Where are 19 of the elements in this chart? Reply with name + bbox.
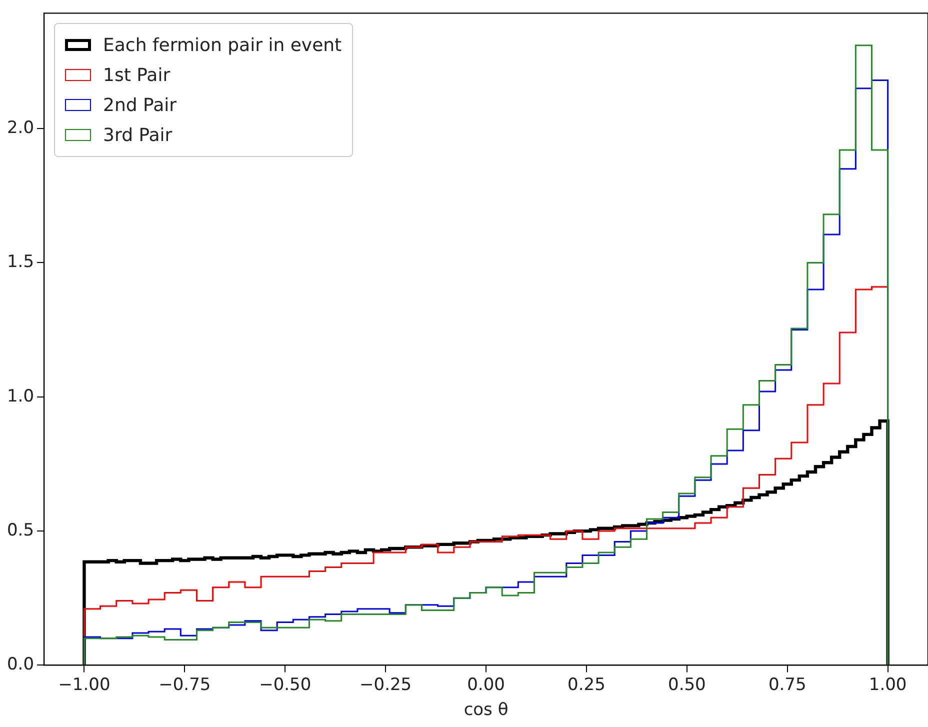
x-axis-title: cos θ xyxy=(464,700,508,720)
x-tick-label: 1.00 xyxy=(868,674,907,695)
legend-label: 1st Pair xyxy=(103,64,170,86)
x-tick-label: 0.50 xyxy=(668,674,706,695)
x-tick-label: 0.25 xyxy=(568,674,606,695)
x-tick-label: −1.00 xyxy=(58,674,110,695)
y-tick-label: 0.0 xyxy=(6,654,34,675)
x-tick-label: −0.75 xyxy=(158,674,211,695)
y-tick-label: 0.5 xyxy=(6,520,34,540)
x-tick-label: −0.25 xyxy=(360,674,412,695)
legend-label: Each fermion pair in event xyxy=(103,34,342,56)
x-tick-label: 0.75 xyxy=(768,674,806,695)
y-tick-label: 1.0 xyxy=(6,386,34,406)
x-tick-label: −0.50 xyxy=(259,674,312,695)
y-tick-label: 2.0 xyxy=(6,118,34,138)
legend-label: 2nd Pair xyxy=(103,94,177,116)
y-tick-label: 1.5 xyxy=(6,252,34,272)
x-tick-label: 0.00 xyxy=(467,674,505,695)
legend-label: 3rd Pair xyxy=(103,124,172,146)
